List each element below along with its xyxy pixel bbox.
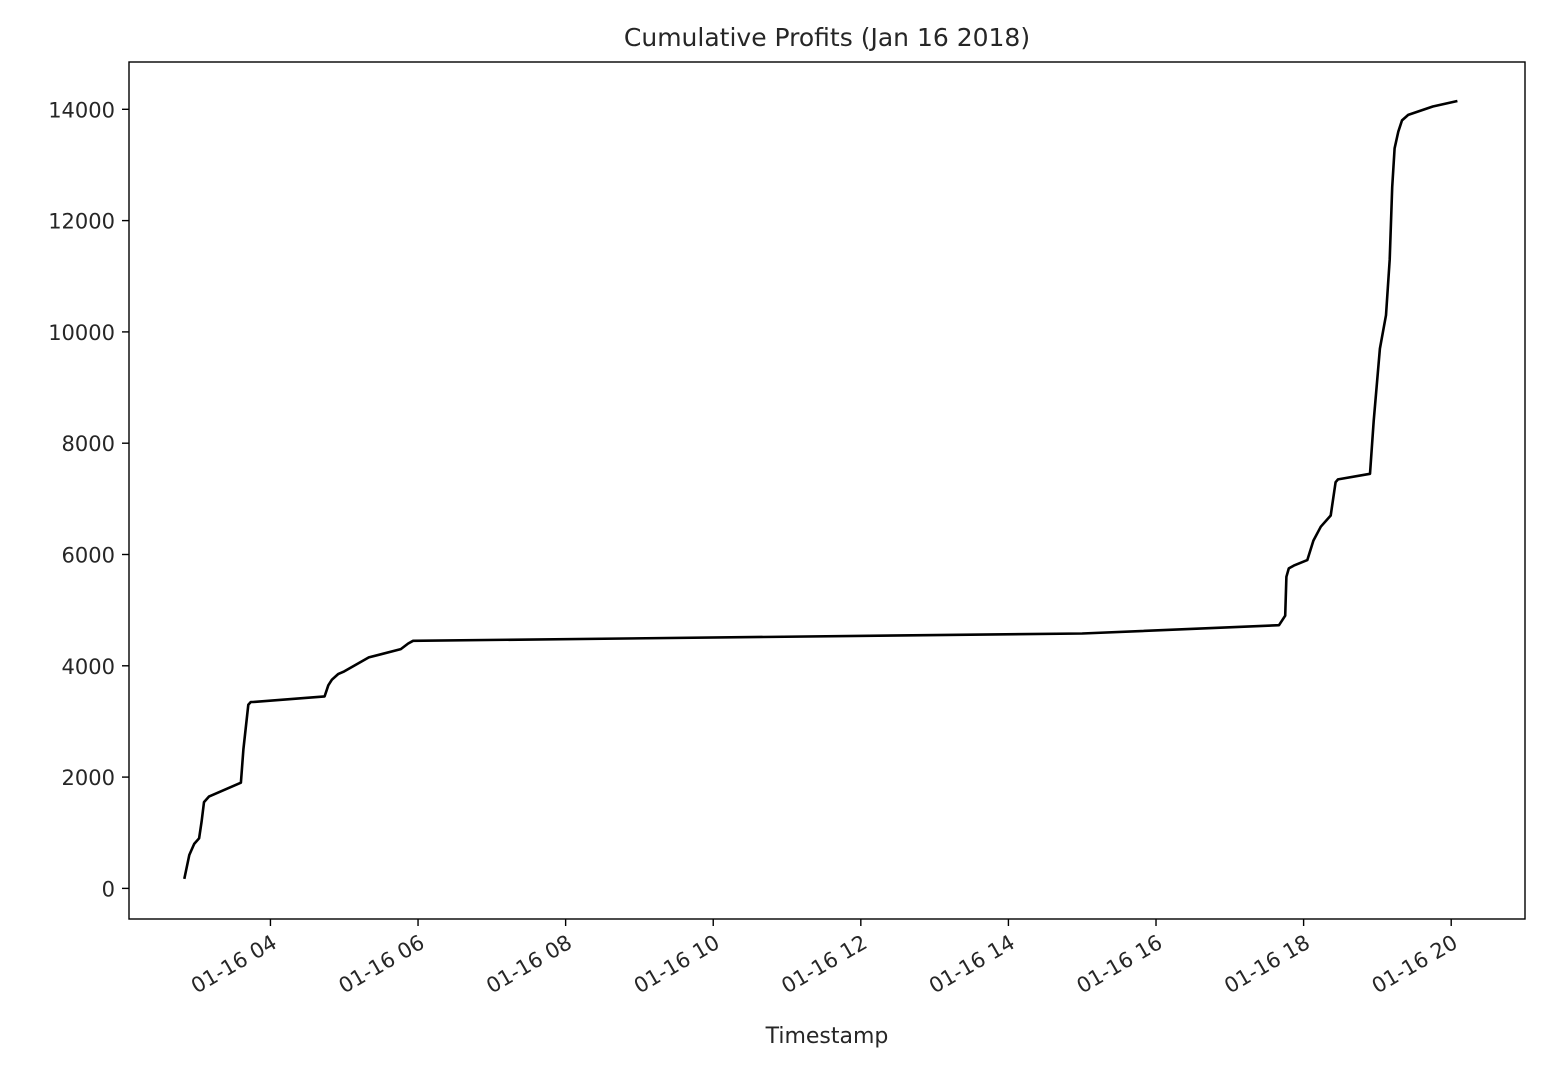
x-axis-label: Timestamp — [765, 1024, 889, 1049]
y-tick-label: 12000 — [48, 210, 115, 234]
y-tick-label: 4000 — [62, 655, 115, 679]
series-layer — [183, 99, 1458, 880]
y-axis-ticks: 0 2000 4000 6000 8000 10000 12000 14000 — [48, 98, 129, 901]
y-tick-label: 2000 — [62, 766, 115, 790]
y-tick-label: 8000 — [62, 432, 115, 456]
y-tick-label: 14000 — [48, 98, 115, 122]
y-tick-label: 10000 — [48, 321, 115, 345]
y-tick-label: 6000 — [62, 543, 115, 567]
chart-title: Cumulative Profits (Jan 16 2018) — [624, 23, 1030, 52]
plot-frame — [128, 61, 1526, 920]
y-tick-label: 0 — [102, 877, 115, 901]
cumulative-profit-line — [183, 99, 1458, 880]
